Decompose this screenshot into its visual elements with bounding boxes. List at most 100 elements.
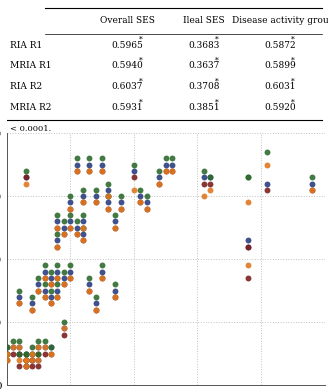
Point <box>112 218 117 224</box>
Point <box>30 344 35 350</box>
Point <box>17 287 22 294</box>
Point <box>93 187 98 193</box>
Point <box>144 193 149 199</box>
Point <box>93 307 98 313</box>
Text: 0.3683: 0.3683 <box>188 41 219 50</box>
Point <box>36 338 41 344</box>
Point <box>106 193 111 199</box>
Point <box>42 268 47 275</box>
Point <box>87 281 92 287</box>
Point <box>55 262 60 268</box>
Point <box>55 224 60 231</box>
Point <box>49 268 54 275</box>
Text: *: * <box>215 57 219 65</box>
Point <box>17 350 22 357</box>
Point <box>99 155 105 161</box>
Point <box>61 325 67 331</box>
Point <box>246 237 251 244</box>
Text: RIA R2: RIA R2 <box>10 82 42 91</box>
Point <box>169 168 174 174</box>
Point <box>246 199 251 205</box>
Point <box>61 224 67 231</box>
Text: *: * <box>291 98 295 106</box>
Point <box>10 350 15 357</box>
Point <box>93 199 98 205</box>
Point <box>36 344 41 350</box>
Point <box>157 174 162 180</box>
Text: *: * <box>139 36 142 44</box>
Text: 0.3708: 0.3708 <box>188 82 219 91</box>
Point <box>99 275 105 281</box>
Point <box>42 275 47 281</box>
Point <box>42 344 47 350</box>
Text: 0.6037: 0.6037 <box>112 82 143 91</box>
Point <box>137 193 143 199</box>
Point <box>87 168 92 174</box>
Point <box>49 281 54 287</box>
Text: < 0.0001.: < 0.0001. <box>10 125 51 133</box>
Point <box>112 224 117 231</box>
Point <box>36 287 41 294</box>
Point <box>10 344 15 350</box>
Point <box>17 300 22 306</box>
Point <box>42 275 47 281</box>
Point <box>61 275 67 281</box>
Point <box>68 206 73 212</box>
Point <box>49 281 54 287</box>
Point <box>55 212 60 218</box>
Point <box>106 180 111 187</box>
Point <box>169 155 174 161</box>
Point <box>61 325 67 331</box>
Point <box>4 350 9 357</box>
Point <box>49 350 54 357</box>
Point <box>42 350 47 357</box>
Point <box>30 357 35 363</box>
Text: 0.6031: 0.6031 <box>264 82 296 91</box>
Point <box>201 174 206 180</box>
Point <box>208 174 213 180</box>
Point <box>163 161 168 168</box>
Point <box>99 262 105 268</box>
Point <box>137 199 143 205</box>
Point <box>30 307 35 313</box>
Point <box>23 357 28 363</box>
Text: 0.5872: 0.5872 <box>264 41 296 50</box>
Point <box>309 174 315 180</box>
Point <box>309 187 315 193</box>
Point <box>80 187 86 193</box>
Point <box>99 268 105 275</box>
Point <box>55 294 60 300</box>
Point <box>163 168 168 174</box>
Point <box>30 350 35 357</box>
Point <box>99 161 105 168</box>
Point <box>36 287 41 294</box>
Point <box>93 300 98 306</box>
Text: *: * <box>139 98 142 106</box>
Point <box>131 187 136 193</box>
Point <box>201 193 206 199</box>
Point <box>68 275 73 281</box>
Point <box>49 300 54 306</box>
Point <box>61 331 67 338</box>
Point <box>42 344 47 350</box>
Text: RIA R1: RIA R1 <box>10 41 42 50</box>
Text: MRIA R2: MRIA R2 <box>10 103 51 112</box>
Point <box>42 287 47 294</box>
Point <box>106 206 111 212</box>
Point <box>42 294 47 300</box>
Point <box>208 187 213 193</box>
Point <box>163 168 168 174</box>
Point <box>93 193 98 199</box>
Point <box>36 350 41 357</box>
Point <box>30 307 35 313</box>
Point <box>17 350 22 357</box>
Point <box>10 338 15 344</box>
Point <box>112 224 117 231</box>
Point <box>137 199 143 205</box>
Point <box>55 275 60 281</box>
Point <box>74 231 79 237</box>
Point <box>4 350 9 357</box>
Text: Disease activity grou: Disease activity grou <box>232 16 328 25</box>
Point <box>49 344 54 350</box>
Point <box>17 300 22 306</box>
